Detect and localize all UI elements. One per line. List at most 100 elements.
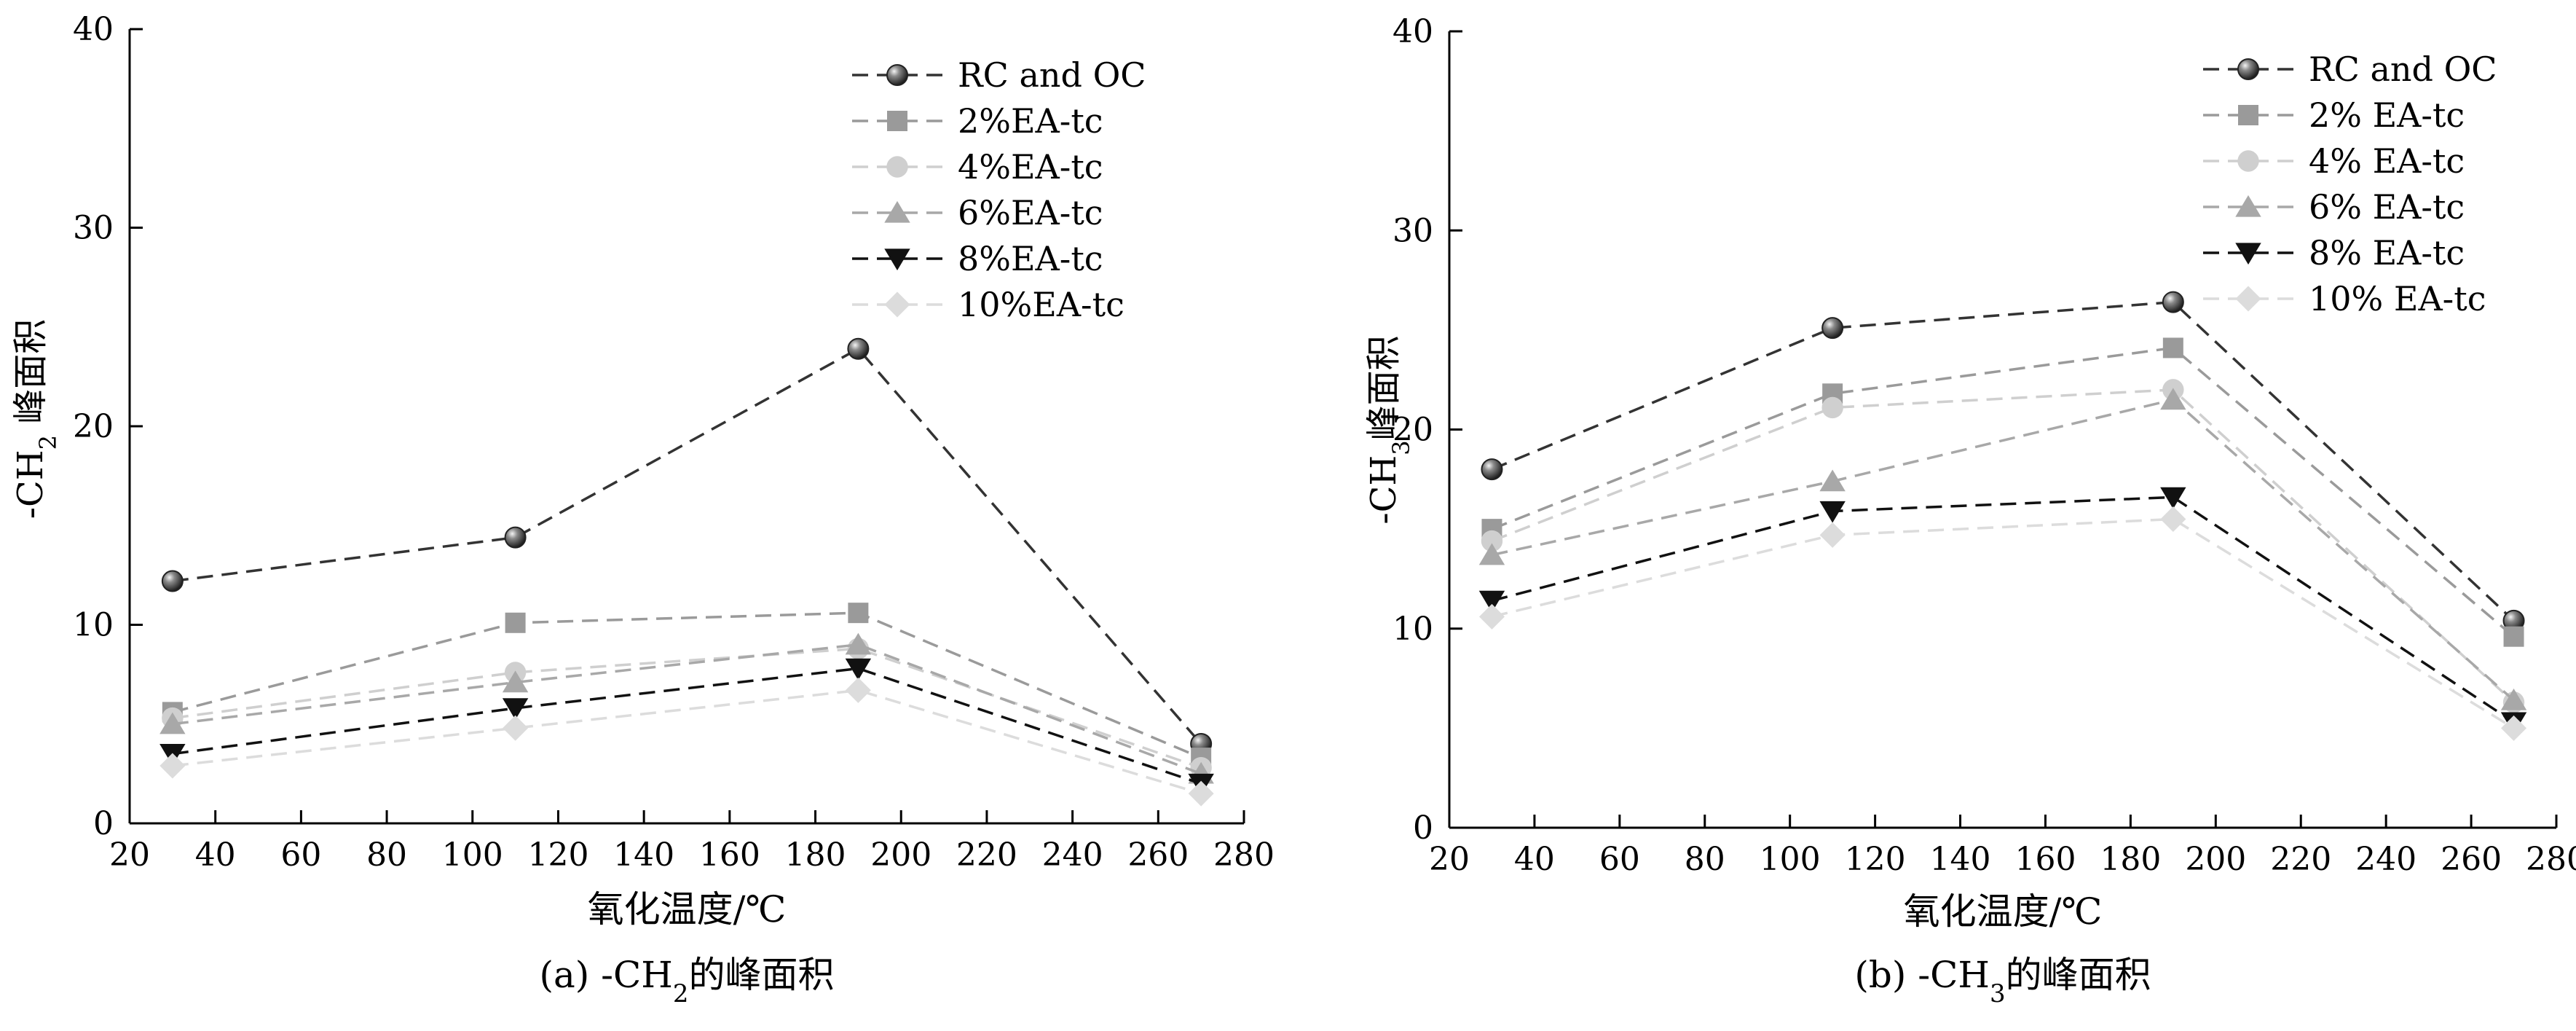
x-tick-label: 280 xyxy=(1213,836,1275,874)
series-3 xyxy=(159,632,1214,784)
series-line xyxy=(1492,398,2515,702)
legend-label: RC and OC xyxy=(958,55,1146,95)
data-point xyxy=(1819,522,1846,548)
legend-label: 10% EA-tc xyxy=(2309,279,2486,318)
x-axis-label: 氧化温度/℃ xyxy=(1904,890,2103,933)
y-tick-label: 10 xyxy=(1393,611,1433,648)
series-line xyxy=(1491,300,2515,622)
x-tick-label: 260 xyxy=(2441,841,2502,878)
legend-label: 8%EA-tc xyxy=(958,239,1103,278)
legend-marker xyxy=(884,200,910,223)
x-tick-label: 220 xyxy=(2270,841,2331,878)
y-tick-label: 0 xyxy=(93,805,114,842)
x-tick-label: 180 xyxy=(2100,841,2161,878)
x-tick-label: 180 xyxy=(785,836,846,874)
x-tick-label: 60 xyxy=(280,836,321,874)
y-tick-label: 20 xyxy=(1393,412,1433,449)
series-line xyxy=(1492,517,2515,729)
legend-label: 2% EA-tc xyxy=(2309,95,2465,135)
data-point xyxy=(845,632,872,655)
x-tick-label: 240 xyxy=(1042,836,1103,874)
x-tick-label: 120 xyxy=(527,836,588,874)
data-point xyxy=(847,337,870,360)
series-4 xyxy=(1478,487,2527,734)
x-axis-label: 氧化温度/℃ xyxy=(588,888,787,930)
legend: RC and OC 2% EA-tc 4% EA-tc 6% EA-tc 8% EA-t… xyxy=(2203,50,2497,318)
legend-marker xyxy=(2238,105,2258,125)
y-tick-label: 0 xyxy=(1413,809,1433,847)
series-line xyxy=(172,347,1202,745)
data-point xyxy=(503,715,529,741)
data-point xyxy=(848,603,869,624)
data-point xyxy=(2501,715,2527,741)
x-tick-label: 100 xyxy=(442,836,503,874)
series-5 xyxy=(1478,506,2527,741)
legend-label: 10%EA-tc xyxy=(958,285,1124,324)
y-tick-label: 10 xyxy=(73,607,114,644)
x-tick-label: 200 xyxy=(870,836,931,874)
series-2 xyxy=(162,638,1212,779)
legend-marker xyxy=(887,111,907,131)
data-point xyxy=(2160,487,2186,509)
data-point xyxy=(2500,689,2527,710)
y-axis-label: -CH2 峰面积 xyxy=(10,319,62,519)
x-tick-label: 80 xyxy=(1685,841,1725,878)
series-2 xyxy=(1481,379,2525,713)
y-tick-label: 20 xyxy=(73,408,114,445)
data-point xyxy=(1819,501,1846,523)
legend-marker xyxy=(886,64,908,86)
legend-marker xyxy=(2235,286,2261,312)
data-point xyxy=(1478,590,1505,613)
data-point xyxy=(161,570,184,592)
chart-panel-a: 20 40 60 80 100 120 140 160 180 200 220 240 260 280 0 1… xyxy=(10,11,1275,1008)
x-tick-label: 160 xyxy=(2014,841,2076,878)
legend-marker xyxy=(886,156,908,178)
legend-marker xyxy=(884,291,910,318)
data-point xyxy=(159,753,186,779)
data-point xyxy=(504,526,527,549)
series-4 xyxy=(159,658,1214,796)
data-point xyxy=(505,612,526,633)
x-tick-label: 220 xyxy=(956,836,1017,874)
series-3 xyxy=(1478,388,2527,710)
series-line xyxy=(1492,495,2515,724)
x-tick-label: 140 xyxy=(1930,841,1991,878)
legend-label: 4% EA-tc xyxy=(2309,141,2465,181)
x-tick-label: 20 xyxy=(1429,841,1470,878)
data-point xyxy=(502,698,529,721)
series-line xyxy=(1491,346,2515,638)
legend-label: RC and OC xyxy=(2309,50,2497,89)
data-point xyxy=(2162,291,2184,313)
data-point xyxy=(159,712,186,734)
x-tick-label: 100 xyxy=(1760,841,1821,878)
x-tick-label: 260 xyxy=(1127,836,1189,874)
y-axis-label: -CH3峰面积 xyxy=(1363,335,1415,524)
y-tick-label: 40 xyxy=(73,11,114,48)
x-tick-label: 140 xyxy=(613,836,674,874)
data-point xyxy=(1188,780,1214,807)
series-line xyxy=(1491,388,2515,704)
legend-label: 6% EA-tc xyxy=(2309,187,2465,227)
x-tick-label: 280 xyxy=(2526,841,2576,878)
data-point xyxy=(502,670,529,693)
y-tick-label: 40 xyxy=(1393,13,1433,50)
legend-label: 4%EA-tc xyxy=(958,147,1103,187)
series-1 xyxy=(1481,337,2524,647)
y-tick-label: 30 xyxy=(73,210,114,247)
series-5 xyxy=(159,677,1214,807)
series-line xyxy=(172,667,1202,785)
x-tick-label: 20 xyxy=(109,836,150,874)
x-tick-label: 40 xyxy=(1514,841,1555,878)
legend-marker xyxy=(2235,195,2261,217)
data-point xyxy=(1481,530,1503,552)
figure-caption: (b) -CH3的峰面积 xyxy=(1854,954,2151,1008)
data-point xyxy=(2160,388,2186,410)
data-point xyxy=(2503,626,2524,647)
data-point xyxy=(2160,506,2186,532)
series-1 xyxy=(162,603,1212,769)
x-tick-label: 60 xyxy=(1599,841,1640,878)
series-0 xyxy=(1481,291,2525,632)
series-line xyxy=(172,689,1202,795)
